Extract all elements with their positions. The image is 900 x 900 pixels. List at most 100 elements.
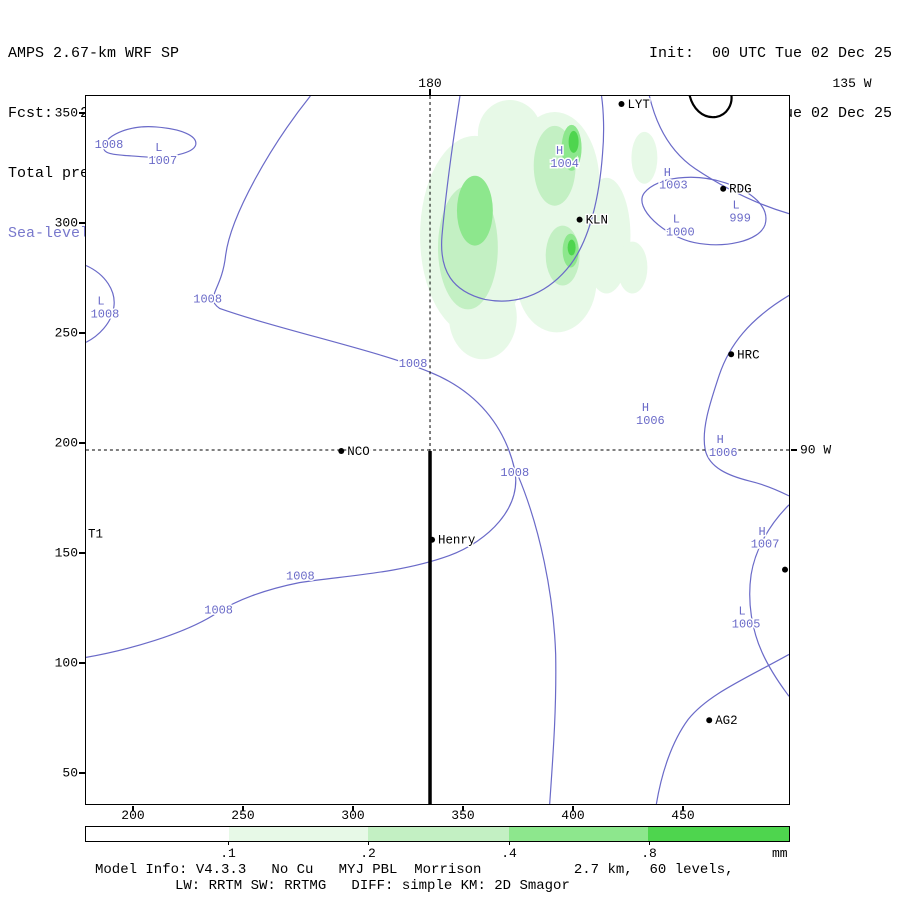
pressure-label-1004: 1004 <box>550 157 579 171</box>
model-info-line1: Model Info: V4.3.3 No Cu MYJ PBL Morriso… <box>95 862 734 878</box>
x-axis-label-200: 200 <box>121 808 145 823</box>
precip-blob <box>456 175 493 246</box>
y-axis-label-350: 350 <box>54 105 78 121</box>
pressure-label-999: 999 <box>729 212 751 226</box>
precip-blob <box>617 241 648 294</box>
station-label-HRC: HRC <box>737 348 759 362</box>
pressure-label-H: H <box>642 401 649 415</box>
precip-blob <box>631 131 658 184</box>
y-axis-label-300: 300 <box>54 215 78 231</box>
edge-label-T1: T1 <box>88 528 103 542</box>
y-axis-tick <box>79 112 85 114</box>
isobar-contour-1003 <box>648 96 789 215</box>
precip-blob <box>477 99 542 168</box>
corner-meridian-label: 135 W <box>832 76 872 91</box>
colorbar <box>85 826 790 842</box>
station-label-NCO: NCO <box>347 445 369 459</box>
station-label-RDG: RDG <box>729 183 751 197</box>
pressure-label-L: L <box>739 605 746 619</box>
station-label-Henry: Henry <box>438 534 476 548</box>
pressure-label-L: L <box>673 213 680 227</box>
pressure-label-L: L <box>155 141 162 155</box>
colorbar-unit: mm <box>772 846 788 861</box>
pressure-label-1008: 1008 <box>286 570 315 584</box>
pressure-label-1007: 1007 <box>148 154 177 168</box>
colorbar-segment-4 <box>648 827 789 841</box>
pressure-label-H: H <box>664 166 671 180</box>
isobar-contour-1007 <box>749 504 789 697</box>
x-axis-tick <box>242 806 244 811</box>
precip-blob <box>568 130 579 153</box>
coastline <box>688 96 733 119</box>
forecast-map: 1008 L1007L100810081008H1004H1003L999L100… <box>86 96 789 804</box>
pressure-label-H: H <box>758 525 765 539</box>
isobar-contour-1000 <box>641 176 767 246</box>
pressure-label-1008: 1008 <box>95 138 124 152</box>
pressure-label-1008: 1008 <box>500 466 529 480</box>
colorbar-threshold-.1: .1 <box>220 846 236 861</box>
station-dot-NCO <box>338 448 345 454</box>
colorbar-threshold-.2: .2 <box>360 846 376 861</box>
model-title: AMPS 2.67-km WRF SP <box>8 45 180 62</box>
isobar-contour-1008 <box>86 96 517 658</box>
x-axis-label-350: 350 <box>451 808 475 823</box>
y-axis-label-100: 100 <box>54 655 78 671</box>
colorbar-segment-2 <box>368 827 509 841</box>
colorbar-threshold-.4: .4 <box>501 846 517 861</box>
x-axis-tick <box>132 806 134 811</box>
pressure-label-H: H <box>556 144 563 158</box>
isobar-contour-1006 <box>655 653 789 804</box>
x-axis-label-400: 400 <box>561 808 585 823</box>
station-dot-RDG <box>720 185 727 192</box>
pressure-label-1006: 1006 <box>636 414 665 428</box>
x-axis-tick <box>462 806 464 811</box>
top-axis-label-180: 180 <box>418 76 442 91</box>
pressure-label-L: L <box>733 199 740 213</box>
station-dot-KLN <box>576 216 583 223</box>
isobar-contour-1008 <box>517 474 557 804</box>
right-axis-tick <box>791 449 797 451</box>
station-dot-AG2 <box>706 717 713 724</box>
colorbar-threshold-.8: .8 <box>641 846 657 861</box>
station-dot-Henry <box>429 536 436 543</box>
model-info-line2: LW: RRTM SW: RRTMG DIFF: simple KM: 2D S… <box>175 878 570 894</box>
right-axis-label: 90 W <box>800 442 832 458</box>
station-label-KLN: KLN <box>586 214 608 228</box>
isobar-contour-1008 <box>103 126 197 158</box>
colorbar-tick <box>649 841 650 845</box>
x-axis-label-300: 300 <box>341 808 365 823</box>
isobar-contour-1004 <box>441 96 605 302</box>
init-time: Init: 00 UTC Tue 02 Dec 25 <box>648 45 892 62</box>
y-axis-tick <box>79 222 85 224</box>
isobar-contour-1006 <box>703 294 789 497</box>
pressure-label-1008: 1008 <box>193 292 222 306</box>
y-axis-label-250: 250 <box>54 325 78 341</box>
isobar-contour-1008 <box>86 264 115 343</box>
station-dot-HRC <box>728 351 735 358</box>
colorbar-tick <box>228 841 229 845</box>
station-label-LYT: LYT <box>627 98 649 112</box>
pressure-label-1008: 1008 <box>204 604 233 618</box>
y-axis-label-200: 200 <box>54 435 78 451</box>
colorbar-segment-0 <box>86 827 229 841</box>
colorbar-segment-3 <box>508 827 649 841</box>
y-axis-label-50: 50 <box>62 765 78 781</box>
x-axis-tick <box>682 806 684 811</box>
pressure-label-1003: 1003 <box>659 179 688 193</box>
colorbar-tick <box>368 841 369 845</box>
top-axis-tick <box>429 89 431 95</box>
y-axis-tick <box>79 332 85 334</box>
pressure-label-1000: 1000 <box>666 226 695 240</box>
y-axis-tick <box>79 662 85 664</box>
x-axis-label-450: 450 <box>671 808 695 823</box>
x-axis-tick <box>572 806 574 811</box>
y-axis-tick <box>79 552 85 554</box>
y-axis-label-150: 150 <box>54 545 78 561</box>
pressure-label-L: L <box>97 294 104 308</box>
pressure-label-1006: 1006 <box>709 446 738 460</box>
precip-blob <box>567 239 576 256</box>
colorbar-tick <box>509 841 510 845</box>
pressure-label-1005: 1005 <box>732 617 761 631</box>
pressure-label-1008: 1008 <box>91 307 120 321</box>
